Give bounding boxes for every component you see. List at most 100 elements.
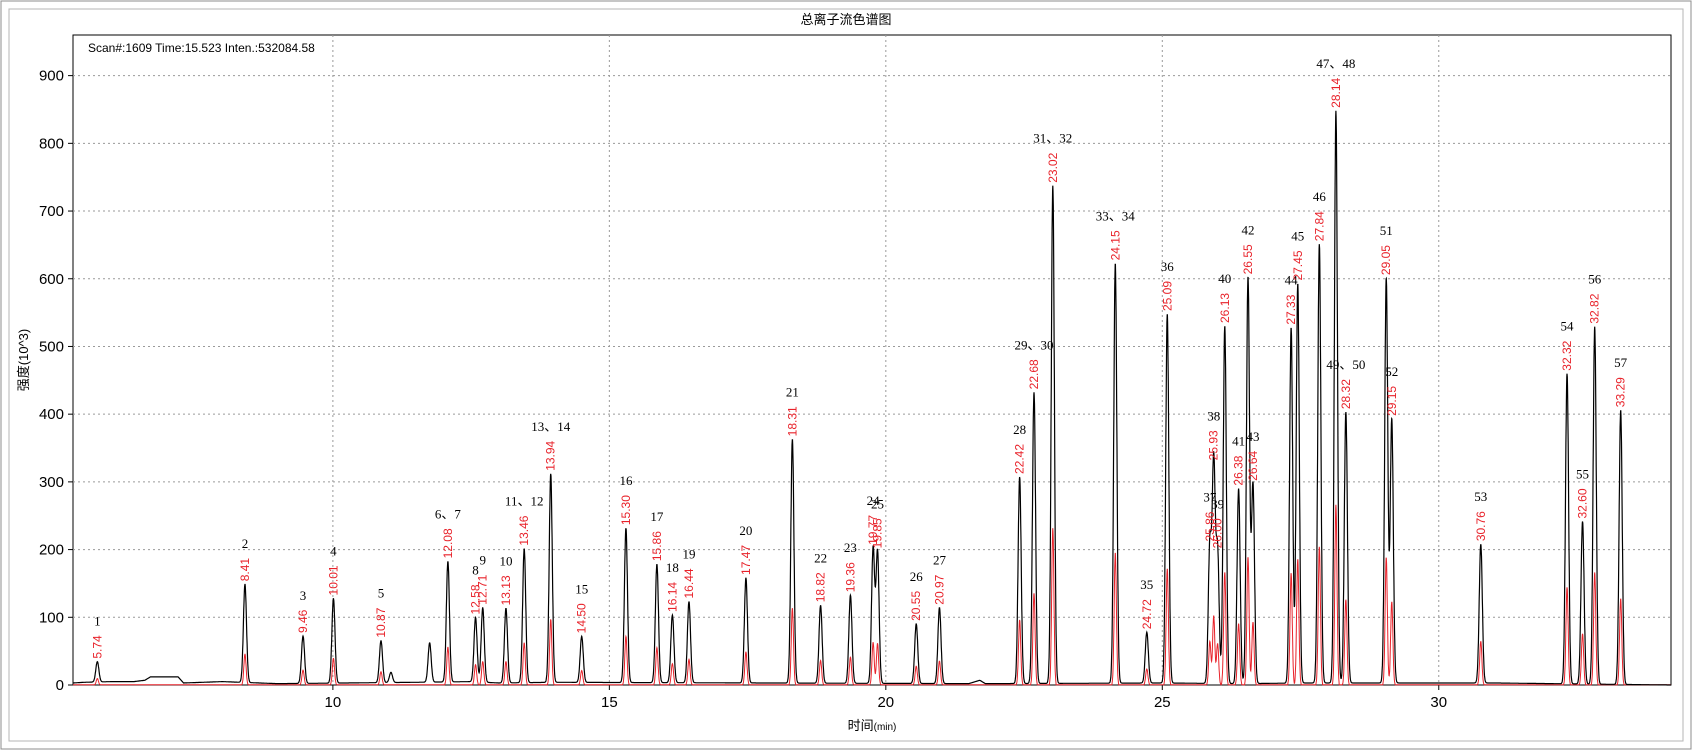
peak-number-label: 4	[330, 543, 337, 558]
peak-number-label: 27	[933, 553, 947, 568]
peak-rt-label: 20.55	[909, 591, 923, 621]
y-tick-label: 400	[39, 406, 64, 423]
peak-rt-label: 13.46	[517, 515, 531, 545]
peak-number-label: 31、32	[1033, 131, 1072, 146]
peak-number-label: 13、14	[531, 419, 571, 434]
y-tick-label: 800	[39, 135, 64, 152]
plot-area	[72, 34, 1672, 686]
peak-number-label: 8	[472, 563, 479, 578]
peak-number-label: 40	[1218, 271, 1231, 286]
peak-number-label: 24	[867, 493, 881, 508]
x-axis-label-group: 时间(min)	[848, 718, 897, 733]
y-tick-label: 500	[39, 338, 64, 355]
y-tick-label: 200	[39, 542, 64, 559]
peak-number-label: 18	[666, 560, 679, 575]
peak-number-label: 55	[1576, 466, 1589, 481]
y-tick-label: 100	[39, 609, 64, 626]
peak-number-label: 52	[1385, 364, 1398, 379]
peak-labels: 5.74 1 8.41 2 9.46 3 10.01 4 10.87 5 12.08 6、7 12.58…	[90, 56, 1627, 659]
x-axis-label: 时间	[848, 718, 874, 733]
peak-number-label: 35	[1140, 577, 1153, 592]
peak-number-label: 9	[479, 553, 486, 568]
peak-rt-label: 13.13	[499, 575, 513, 605]
y-tick-label: 600	[39, 271, 64, 288]
scan-info: Scan#:1609 Time:15.523 Inten.:532084.58	[88, 41, 315, 55]
peak-rt-label: 16.14	[665, 582, 679, 612]
y-tick-label: 900	[39, 68, 64, 85]
peak-rt-label: 14.50	[575, 603, 589, 633]
peak-number-label: 28	[1013, 422, 1026, 437]
peak-number-label: 25	[871, 496, 884, 511]
peak-rt-label: 13.94	[544, 440, 558, 470]
peak-rt-label: 25.09	[1160, 281, 1174, 311]
peak-number-label: 44	[1285, 273, 1299, 288]
peak-number-label: 39	[1211, 496, 1224, 511]
peak-rt-label: 19.36	[843, 562, 857, 592]
peak-number-label: 20	[739, 523, 752, 538]
peak-rt-label: 29.15	[1385, 386, 1399, 416]
peak-rt-label: 17.47	[739, 545, 753, 575]
peak-number-label: 46	[1313, 189, 1327, 204]
peak-number-label: 15	[575, 581, 588, 596]
peak-rt-label: 30.76	[1474, 511, 1488, 541]
x-tick-label: 15	[601, 694, 618, 711]
peak-number-label: 21	[786, 384, 799, 399]
peak-rt-label: 22.42	[1013, 444, 1027, 474]
peak-number-label: 29、30	[1015, 337, 1054, 352]
peak-rt-label: 15.86	[650, 531, 664, 561]
peak-rt-label: 24.15	[1108, 230, 1122, 260]
peak-number-label: 56	[1588, 272, 1602, 287]
grid	[73, 35, 1671, 685]
peak-rt-label: 12.58	[469, 584, 483, 614]
peak-rt-label: 32.82	[1588, 293, 1602, 323]
peak-rt-label: 23.02	[1046, 152, 1060, 182]
peak-number-label: 57	[1614, 355, 1628, 370]
peak-number-label: 51	[1380, 223, 1393, 238]
x-tick-label: 10	[325, 694, 342, 711]
peak-rt-label: 27.84	[1312, 211, 1326, 241]
peak-number-label: 37	[1203, 490, 1217, 505]
peak-rt-label: 26.55	[1241, 244, 1255, 274]
y-tick-label: 0	[56, 677, 64, 694]
peak-number-label: 19	[682, 546, 695, 561]
peak-number-label: 6、7	[435, 506, 462, 521]
peak-rt-label: 19.85	[871, 518, 885, 548]
peak-rt-label: 33.29	[1614, 377, 1628, 407]
peak-rt-label: 20.97	[932, 574, 946, 604]
peak-rt-label: 8.41	[238, 558, 252, 582]
peak-rt-label: 12.08	[441, 528, 455, 558]
peak-rt-label: 28.32	[1339, 379, 1353, 409]
peak-number-label: 2	[242, 536, 249, 551]
peak-rt-label: 27.45	[1291, 250, 1305, 280]
peak-number-label: 23	[844, 540, 857, 555]
mass-trace-red	[73, 504, 1671, 686]
peak-number-label: 26	[910, 569, 924, 584]
tic-trace	[72, 110, 1671, 686]
x-tick-label: 20	[877, 694, 894, 711]
peak-number-label: 10	[499, 553, 512, 568]
peak-rt-label: 15.30	[619, 495, 633, 525]
peak-rt-label: 26.64	[1246, 450, 1260, 480]
peak-rt-label: 28.14	[1329, 77, 1343, 107]
peak-rt-label: 26.00	[1211, 518, 1225, 548]
peak-number-label: 33、34	[1096, 208, 1136, 223]
y-tick-label: 700	[39, 203, 64, 220]
peak-rt-label: 18.31	[785, 406, 799, 436]
peak-rt-label: 25.93	[1207, 430, 1221, 460]
y-axis-label: 强度(10^3)	[16, 329, 31, 391]
y-axis-ticks: 0 100 200 300 400 500 600 700 800 900	[39, 68, 73, 694]
peak-number-label: 47、48	[1316, 56, 1355, 71]
peak-number-label: 5	[378, 586, 385, 601]
peak-number-label: 49、50	[1326, 357, 1365, 372]
x-tick-label: 30	[1430, 694, 1447, 711]
peak-rt-label: 24.72	[1140, 599, 1154, 629]
peak-rt-label: 27.33	[1284, 294, 1298, 324]
peak-number-label: 17	[650, 509, 664, 524]
x-axis-ticks: 10 15 20 25 30	[325, 685, 1447, 711]
peak-rt-label: 18.82	[814, 572, 828, 602]
x-axis-unit: (min)	[874, 722, 897, 733]
peak-rt-label: 19.77	[866, 515, 880, 545]
peak-number-label: 45	[1291, 229, 1304, 244]
